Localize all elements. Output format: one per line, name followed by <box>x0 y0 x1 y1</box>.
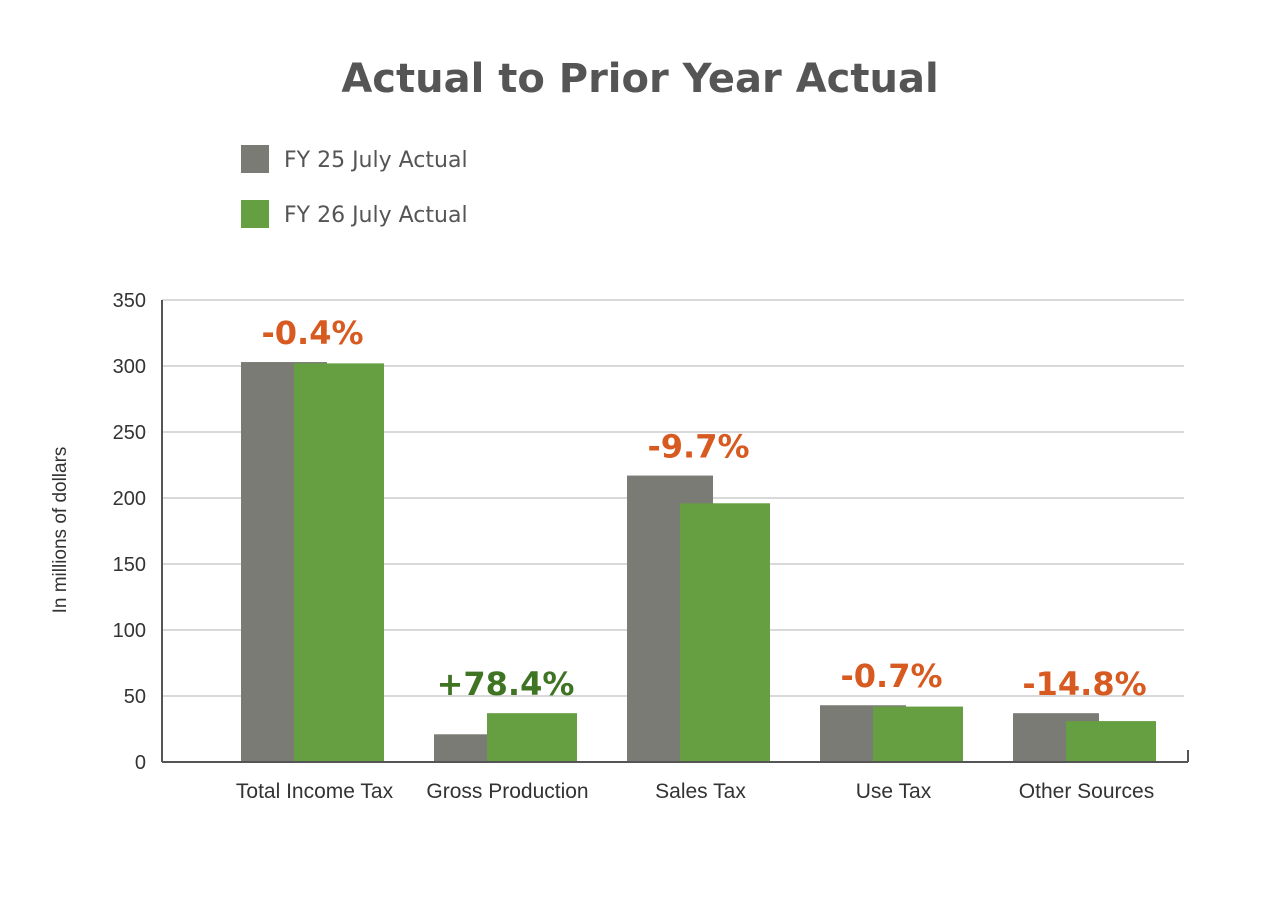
y-tick-label: 250 <box>113 422 146 444</box>
legend: FY 25 July Actual FY 26 July Actual <box>241 145 468 228</box>
change-label: -14.8% <box>1022 665 1146 703</box>
bar-fy26 <box>873 706 963 762</box>
y-tick-label: 200 <box>113 488 146 510</box>
bar-fy26 <box>680 503 770 762</box>
bars: Total Income Tax -0.4% Gross Production +78… <box>236 314 1156 803</box>
bar-fy26 <box>487 713 577 762</box>
change-label: -0.7% <box>840 657 942 695</box>
y-axis-label: In millions of dollars <box>50 447 71 614</box>
legend-swatch <box>241 145 269 173</box>
change-label: -9.7% <box>647 428 749 466</box>
y-tick-label: 150 <box>113 554 146 576</box>
y-tick-label: 50 <box>124 686 146 708</box>
change-label: -0.4% <box>261 314 363 352</box>
x-tick-label: Gross Production <box>426 780 588 803</box>
bar-fy26 <box>294 363 384 762</box>
y-tick-label: 100 <box>113 620 146 642</box>
x-tick-label: Total Income Tax <box>236 780 394 803</box>
legend-label: FY 25 July Actual <box>284 148 468 173</box>
bar-fy26 <box>1066 721 1156 762</box>
x-tick-label: Other Sources <box>1019 780 1154 803</box>
y-tick-label: 350 <box>113 290 146 312</box>
legend-label: FY 26 July Actual <box>284 203 468 228</box>
x-tick-label: Sales Tax <box>655 780 746 803</box>
x-tick-label: Use Tax <box>856 780 932 803</box>
legend-swatch <box>241 200 269 228</box>
axes <box>161 300 1189 763</box>
y-tick-label: 0 <box>135 752 146 774</box>
y-tick-label: 300 <box>113 356 146 378</box>
change-label: +78.4% <box>437 665 575 703</box>
chart-title: Actual to Prior Year Actual <box>341 56 938 102</box>
